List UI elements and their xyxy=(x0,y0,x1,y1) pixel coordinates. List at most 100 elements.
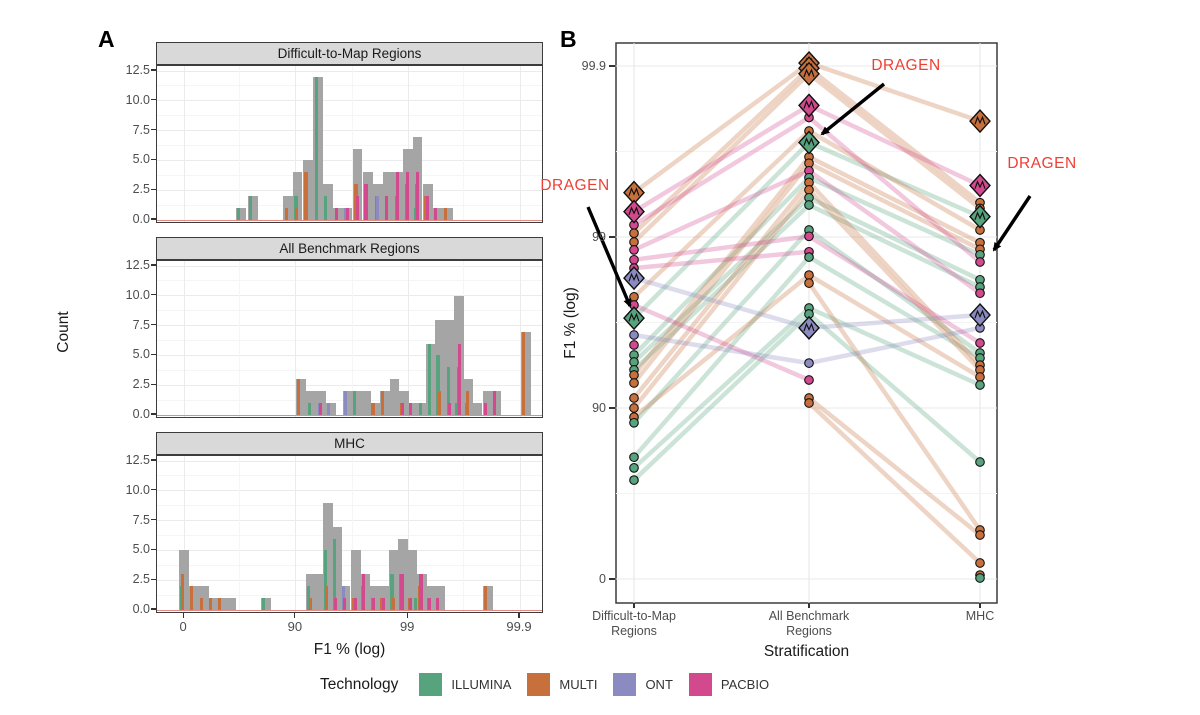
slope-line-multi xyxy=(806,187,983,373)
histogram-bar-multi xyxy=(200,598,204,610)
slope-line-multi xyxy=(806,128,983,233)
histogram-bar-total xyxy=(333,208,343,220)
dragen-arrow xyxy=(820,82,886,136)
slope-line-illumina xyxy=(806,175,983,258)
histogram-bar-pacbio xyxy=(361,574,365,610)
histogram-bar-multi xyxy=(354,184,358,220)
y-tick-label: 12.5 xyxy=(125,258,150,272)
gridline-h-minor xyxy=(157,340,542,341)
histogram-bar-ont xyxy=(376,196,380,220)
histogram-bar-total xyxy=(444,319,455,415)
histogram-bar-multi xyxy=(444,208,448,220)
histogram-bar-multi xyxy=(284,208,288,220)
point-circle-illumina xyxy=(975,380,985,390)
slope-line-multi xyxy=(806,400,983,566)
histogram-panel xyxy=(156,455,543,613)
annotation-arrows xyxy=(586,82,1032,308)
point-circle-multi xyxy=(629,393,639,403)
histogram-bar-illumina xyxy=(236,208,240,220)
slope-line-multi xyxy=(806,180,983,368)
x-tick-label: 99 xyxy=(399,619,415,634)
point-diamond-illumina xyxy=(623,306,645,331)
gridline-v-minor xyxy=(351,66,353,222)
y-tick-label: 7.5 xyxy=(132,122,150,137)
facet-strip: Difficult-to-Map Regions xyxy=(156,42,543,65)
histogram-bar-ont xyxy=(342,586,346,610)
point-circle-pacbio xyxy=(629,340,639,350)
y-tick-mark xyxy=(151,188,156,190)
gridline-h xyxy=(157,549,542,551)
facet-title: Difficult-to-Map Regions xyxy=(277,46,422,61)
y-tick-label: 0.0 xyxy=(132,602,150,616)
histogram-bar-total xyxy=(331,526,342,610)
y-tick-label: 7.5 xyxy=(132,512,150,527)
slope-line-multi xyxy=(631,272,812,420)
histogram-bar-pacbio xyxy=(415,172,419,220)
histogram-bar-illumina xyxy=(352,391,356,415)
histogram-bar-pacbio xyxy=(353,598,357,610)
histogram-bar-total xyxy=(340,586,351,610)
histogram-bar-total xyxy=(313,77,323,220)
x-tick-label: 99.9 xyxy=(506,619,532,634)
histogram-bar-total xyxy=(408,403,418,415)
histogram-bar-multi xyxy=(325,586,329,610)
histogram-bar-total xyxy=(225,598,236,610)
gridline-h xyxy=(157,295,542,297)
facet-title: All Benchmark Regions xyxy=(279,241,420,256)
slope-line-pacbio xyxy=(631,103,812,214)
point-circle-multi xyxy=(629,370,639,380)
y-tick-mark xyxy=(151,489,156,491)
y-tick-mark xyxy=(151,218,156,220)
point-circle-illumina xyxy=(975,457,985,467)
histogram-bar-pacbio xyxy=(345,208,349,220)
histogram-bar-pacbio xyxy=(318,403,322,415)
slope-line-multi xyxy=(631,71,812,245)
histogram-bar-total xyxy=(343,391,353,415)
legend-swatch-pacbio xyxy=(688,673,712,696)
slope-line-illumina xyxy=(631,254,812,460)
panel-b-label: B xyxy=(560,26,577,52)
histogram-bar-total xyxy=(521,331,531,415)
gridline-h xyxy=(157,130,542,132)
histogram-bar-total xyxy=(350,550,361,610)
slope-line-illumina xyxy=(806,195,983,283)
histogram-bar-total xyxy=(383,172,393,220)
histogram-bar-multi xyxy=(381,391,385,415)
histogram-bar-multi xyxy=(181,574,185,610)
histogram-bar-illumina xyxy=(418,403,422,415)
point-circle-pacbio xyxy=(804,375,814,385)
point-diamond-illumina xyxy=(798,130,820,155)
gridline-h-minor xyxy=(157,115,542,117)
histogram-bar-ont xyxy=(327,403,331,415)
x-tick-mark xyxy=(182,613,184,618)
slope-line-illumina xyxy=(806,311,983,465)
slope-line-multi xyxy=(806,71,983,211)
facet-strip: All Benchmark Regions xyxy=(156,237,543,260)
y-tick-mark xyxy=(151,129,156,131)
histogram-bar-illumina xyxy=(390,574,394,610)
histogram-panel xyxy=(156,260,543,418)
histogram-bar-total xyxy=(407,550,417,610)
histogram-bar-total xyxy=(302,160,313,220)
gridline-h-minor xyxy=(157,280,542,282)
histogram-bar-total xyxy=(398,391,409,415)
histogram-bar-pacbio xyxy=(385,196,389,220)
point-circle-multi xyxy=(629,237,639,247)
point-circle-pacbio xyxy=(975,338,985,348)
slope-line-multi xyxy=(806,280,983,533)
gridline-h xyxy=(157,490,542,492)
histogram-bar-pacbio xyxy=(409,403,413,415)
histogram-bar-total xyxy=(389,379,400,415)
slope-line-ont xyxy=(631,275,812,331)
histogram-panel xyxy=(156,65,543,223)
histogram-bar-multi xyxy=(371,403,375,415)
slope-line-pacbio xyxy=(806,234,983,346)
histogram-bar-multi xyxy=(391,598,395,610)
gridline-h xyxy=(157,460,542,462)
gridline-v xyxy=(519,261,521,417)
y-tick-mark xyxy=(151,99,156,101)
point-circle-pacbio xyxy=(629,254,639,265)
legend-label: PACBIO xyxy=(720,677,770,692)
point-circle-multi xyxy=(629,378,639,388)
slope-line-pacbio xyxy=(806,115,983,265)
